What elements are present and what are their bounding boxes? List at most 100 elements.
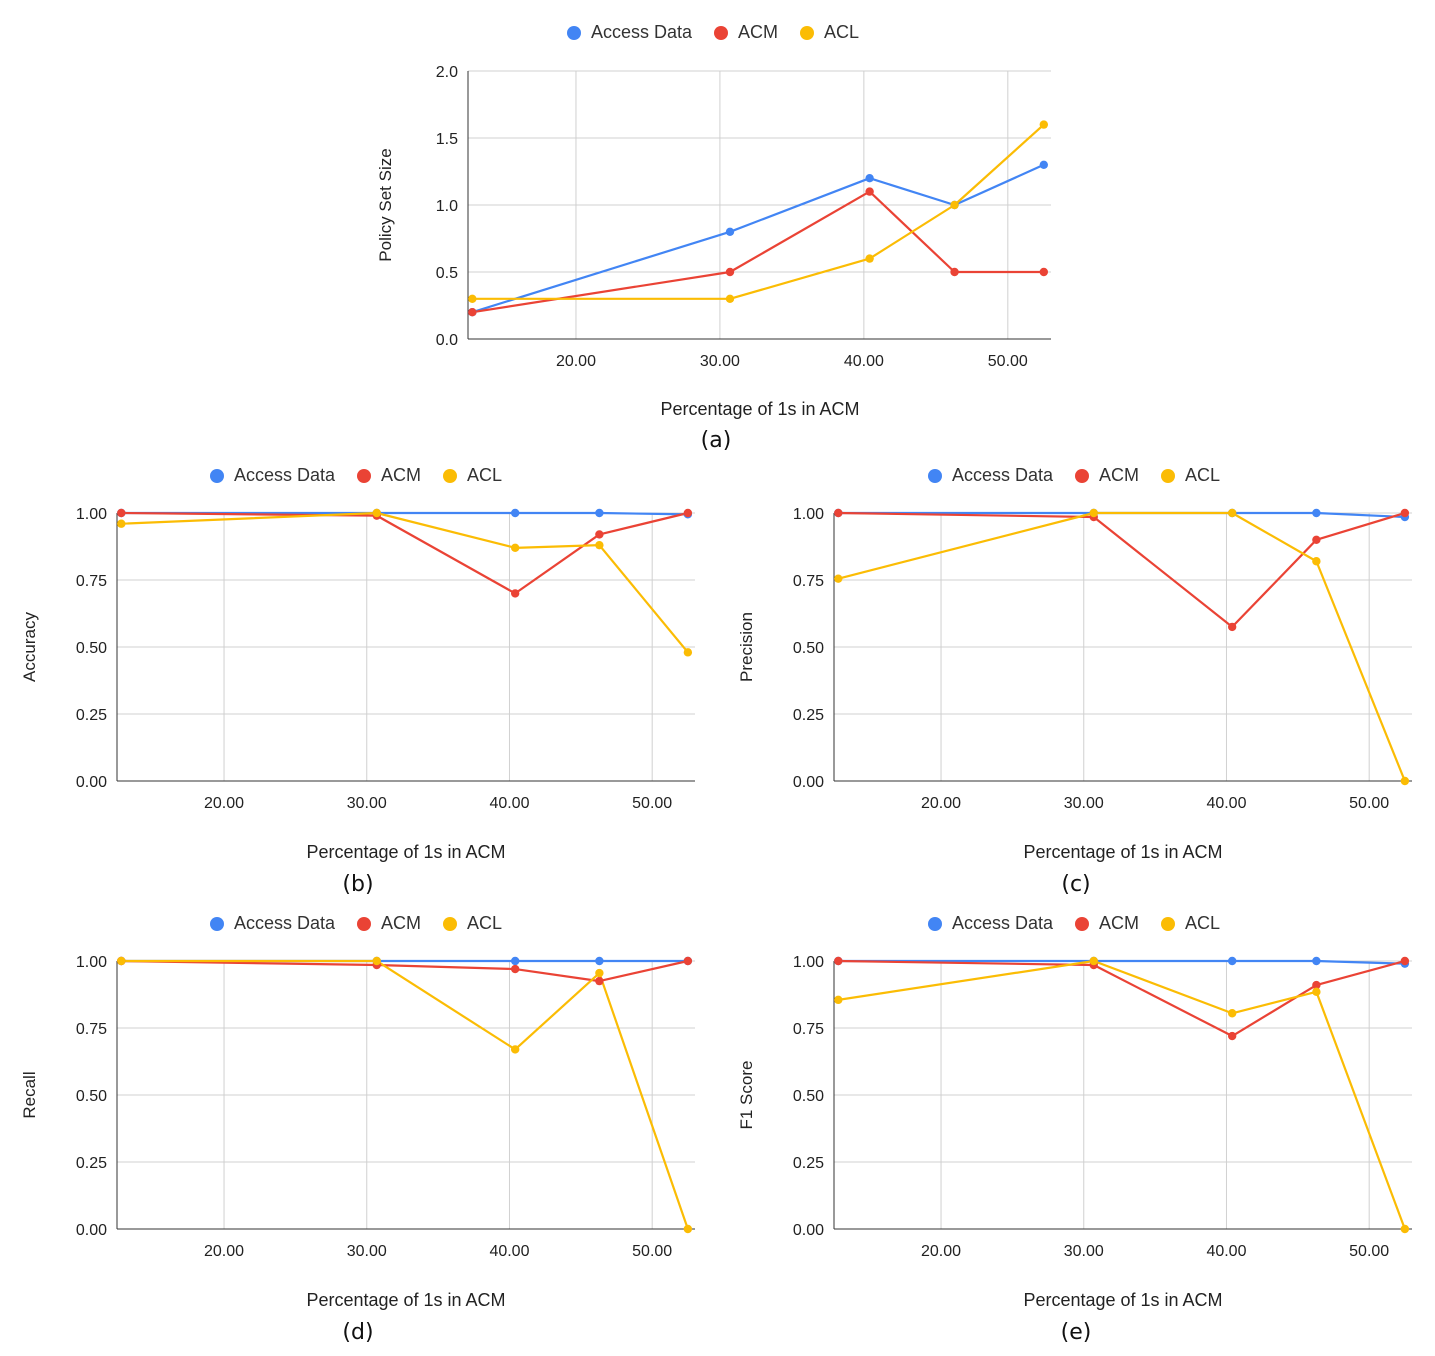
data-point-acm [372,511,381,520]
x-tick-label: 30.00 [1064,1243,1104,1260]
data-point-access-data [1089,508,1098,518]
legend-item-acm: ACM [714,22,778,43]
legend-marker-acl [800,25,815,40]
y-tick-label: 0.75 [76,1021,107,1038]
data-point-acl [950,200,959,210]
legend-item-access-data: Access Data [928,913,1053,934]
data-point-acm [117,956,126,966]
legend-d: Access Data ACM ACL [210,913,502,934]
data-point-access-data [595,508,604,518]
data-point-access-data [1312,956,1321,966]
data-point-acl [865,254,874,263]
data-point-acl [1227,508,1237,518]
data-point-acl [117,956,126,966]
y-tick-label: 0.25 [76,707,107,724]
series-line-access-data [838,511,1405,519]
y-tick-label: 1.5 [436,131,458,148]
legend-marker-acl [1161,916,1176,931]
x-tick-label: 40.00 [1206,1243,1246,1260]
data-point-acm [1039,267,1049,277]
data-point-acl [1039,120,1049,129]
data-point-access-data [117,956,126,966]
legend-label: ACL [1185,465,1221,485]
y-tick-label: 0.00 [76,1222,107,1239]
legend-marker-access-data [928,916,942,931]
data-point-acm [372,960,381,970]
data-point-acm [834,508,843,518]
series-line-acm [121,959,689,983]
y-tick-label: 0.50 [793,640,824,657]
series-line-access-data [838,959,1405,965]
data-point-acm [683,956,693,966]
legend-item-access-data: Access Data [928,465,1053,486]
data-point-acm [468,308,477,317]
x-axis-label: Percentage of 1s in ACM [660,399,859,419]
data-point-access-data [834,508,843,518]
series-line-acl [121,959,689,1230]
data-point-acm [510,589,520,598]
y-tick-label: 0.75 [793,1021,824,1038]
data-point-acm [1089,512,1098,522]
x-tick-label: 40.00 [489,795,529,812]
x-tick-label: 50.00 [988,353,1028,370]
x-tick-label: 50.00 [632,1243,672,1260]
data-point-access-data [372,956,381,966]
data-point-access-data [1039,160,1049,169]
legend-label: ACL [824,22,860,42]
x-tick-label: 50.00 [632,795,672,812]
y-axis-label: Policy Set Size [376,148,395,261]
y-tick-label: 0.25 [76,1155,107,1172]
data-point-acl [725,294,735,303]
data-point-access-data [117,508,126,518]
x-axis-label: Percentage of 1s in ACM [1023,1290,1222,1310]
data-point-acl [117,519,126,528]
data-point-acl [1400,1224,1410,1234]
data-point-access-data [725,227,735,236]
y-tick-label: 0.00 [76,774,107,791]
y-tick-label: 0.50 [76,640,107,657]
data-point-acl [1312,557,1321,566]
data-point-acl [468,294,477,303]
legend-marker-acm [357,468,372,483]
data-point-acl [372,508,381,518]
legend-item-acm: ACM [1075,913,1139,934]
data-point-acm [683,508,693,518]
data-point-access-data [1227,508,1237,518]
legend-marker-access-data [928,468,942,483]
x-tick-label: 20.00 [921,1243,961,1260]
data-point-acm [1227,1031,1237,1041]
legend-item-acl: ACL [443,913,502,934]
legend-item-acl: ACL [1161,465,1220,486]
data-point-acl [595,968,604,978]
data-point-access-data [683,510,693,519]
data-point-acm [1400,508,1410,518]
data-point-access-data [1400,959,1410,968]
y-axis-label: Recall [20,1071,39,1118]
y-axis-label: F1 Score [737,1061,756,1130]
legend-label: Access Data [952,913,1054,933]
chart-a: 0.0 0.5 1.0 1.5 2.0 20.00 30.00 40.00 50.00 Polic… [376,64,1051,419]
x-tick-label: 20.00 [921,795,961,812]
x-tick-label: 30.00 [347,1243,387,1260]
data-point-acl [1312,987,1321,997]
legend-item-acm: ACM [1075,465,1139,486]
y-tick-label: 0.75 [793,573,824,590]
y-tick-label: 0.00 [793,774,824,791]
data-point-acm [595,976,604,986]
data-point-acm [725,267,735,277]
legend-label: Access Data [234,465,336,485]
data-point-acm [510,964,520,974]
legend-a: Access Data ACM ACL [567,22,859,43]
data-point-acl [1400,776,1410,786]
legend-marker-acl [443,916,458,931]
legend-marker-acm [1075,916,1090,931]
data-point-acm [865,187,874,196]
data-point-access-data [510,956,520,966]
x-tick-label: 40.00 [489,1243,529,1260]
x-axis-label: Percentage of 1s in ACM [306,842,505,862]
legend-label: Access Data [234,913,336,933]
panel-caption-d: (d) [342,1320,374,1345]
legend-item-access-data: Access Data [567,22,692,43]
data-point-acl [1227,1009,1237,1018]
x-tick-label: 20.00 [556,353,596,370]
